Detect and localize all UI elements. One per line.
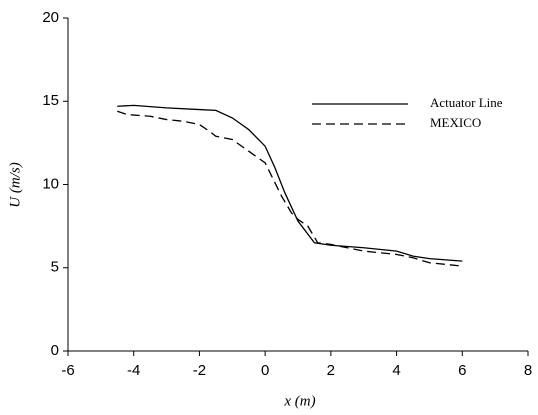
x-tick-label: -2 — [193, 362, 206, 379]
x-axis-label: x (m) — [283, 393, 315, 409]
y-tick-label: 0 — [51, 342, 59, 359]
y-tick-label: 20 — [42, 9, 59, 26]
y-tick-label: 5 — [51, 259, 59, 276]
y-tick-label: 15 — [42, 92, 59, 109]
x-tick-label: 0 — [261, 362, 269, 379]
y-tick-label: 10 — [42, 175, 59, 192]
x-tick-label: -6 — [61, 362, 74, 379]
x-tick-label: -4 — [127, 362, 140, 379]
legend-label: MEXICO — [430, 115, 481, 130]
x-tick-label: 2 — [327, 362, 335, 379]
x-tick-label: 8 — [524, 362, 532, 379]
legend-label: Actuator Line — [430, 95, 503, 110]
x-tick-label: 4 — [392, 362, 400, 379]
y-axis-label: U (m/s) — [7, 162, 23, 207]
x-tick-label: 6 — [458, 362, 466, 379]
series-line — [117, 110, 463, 267]
series-line — [117, 104, 463, 262]
